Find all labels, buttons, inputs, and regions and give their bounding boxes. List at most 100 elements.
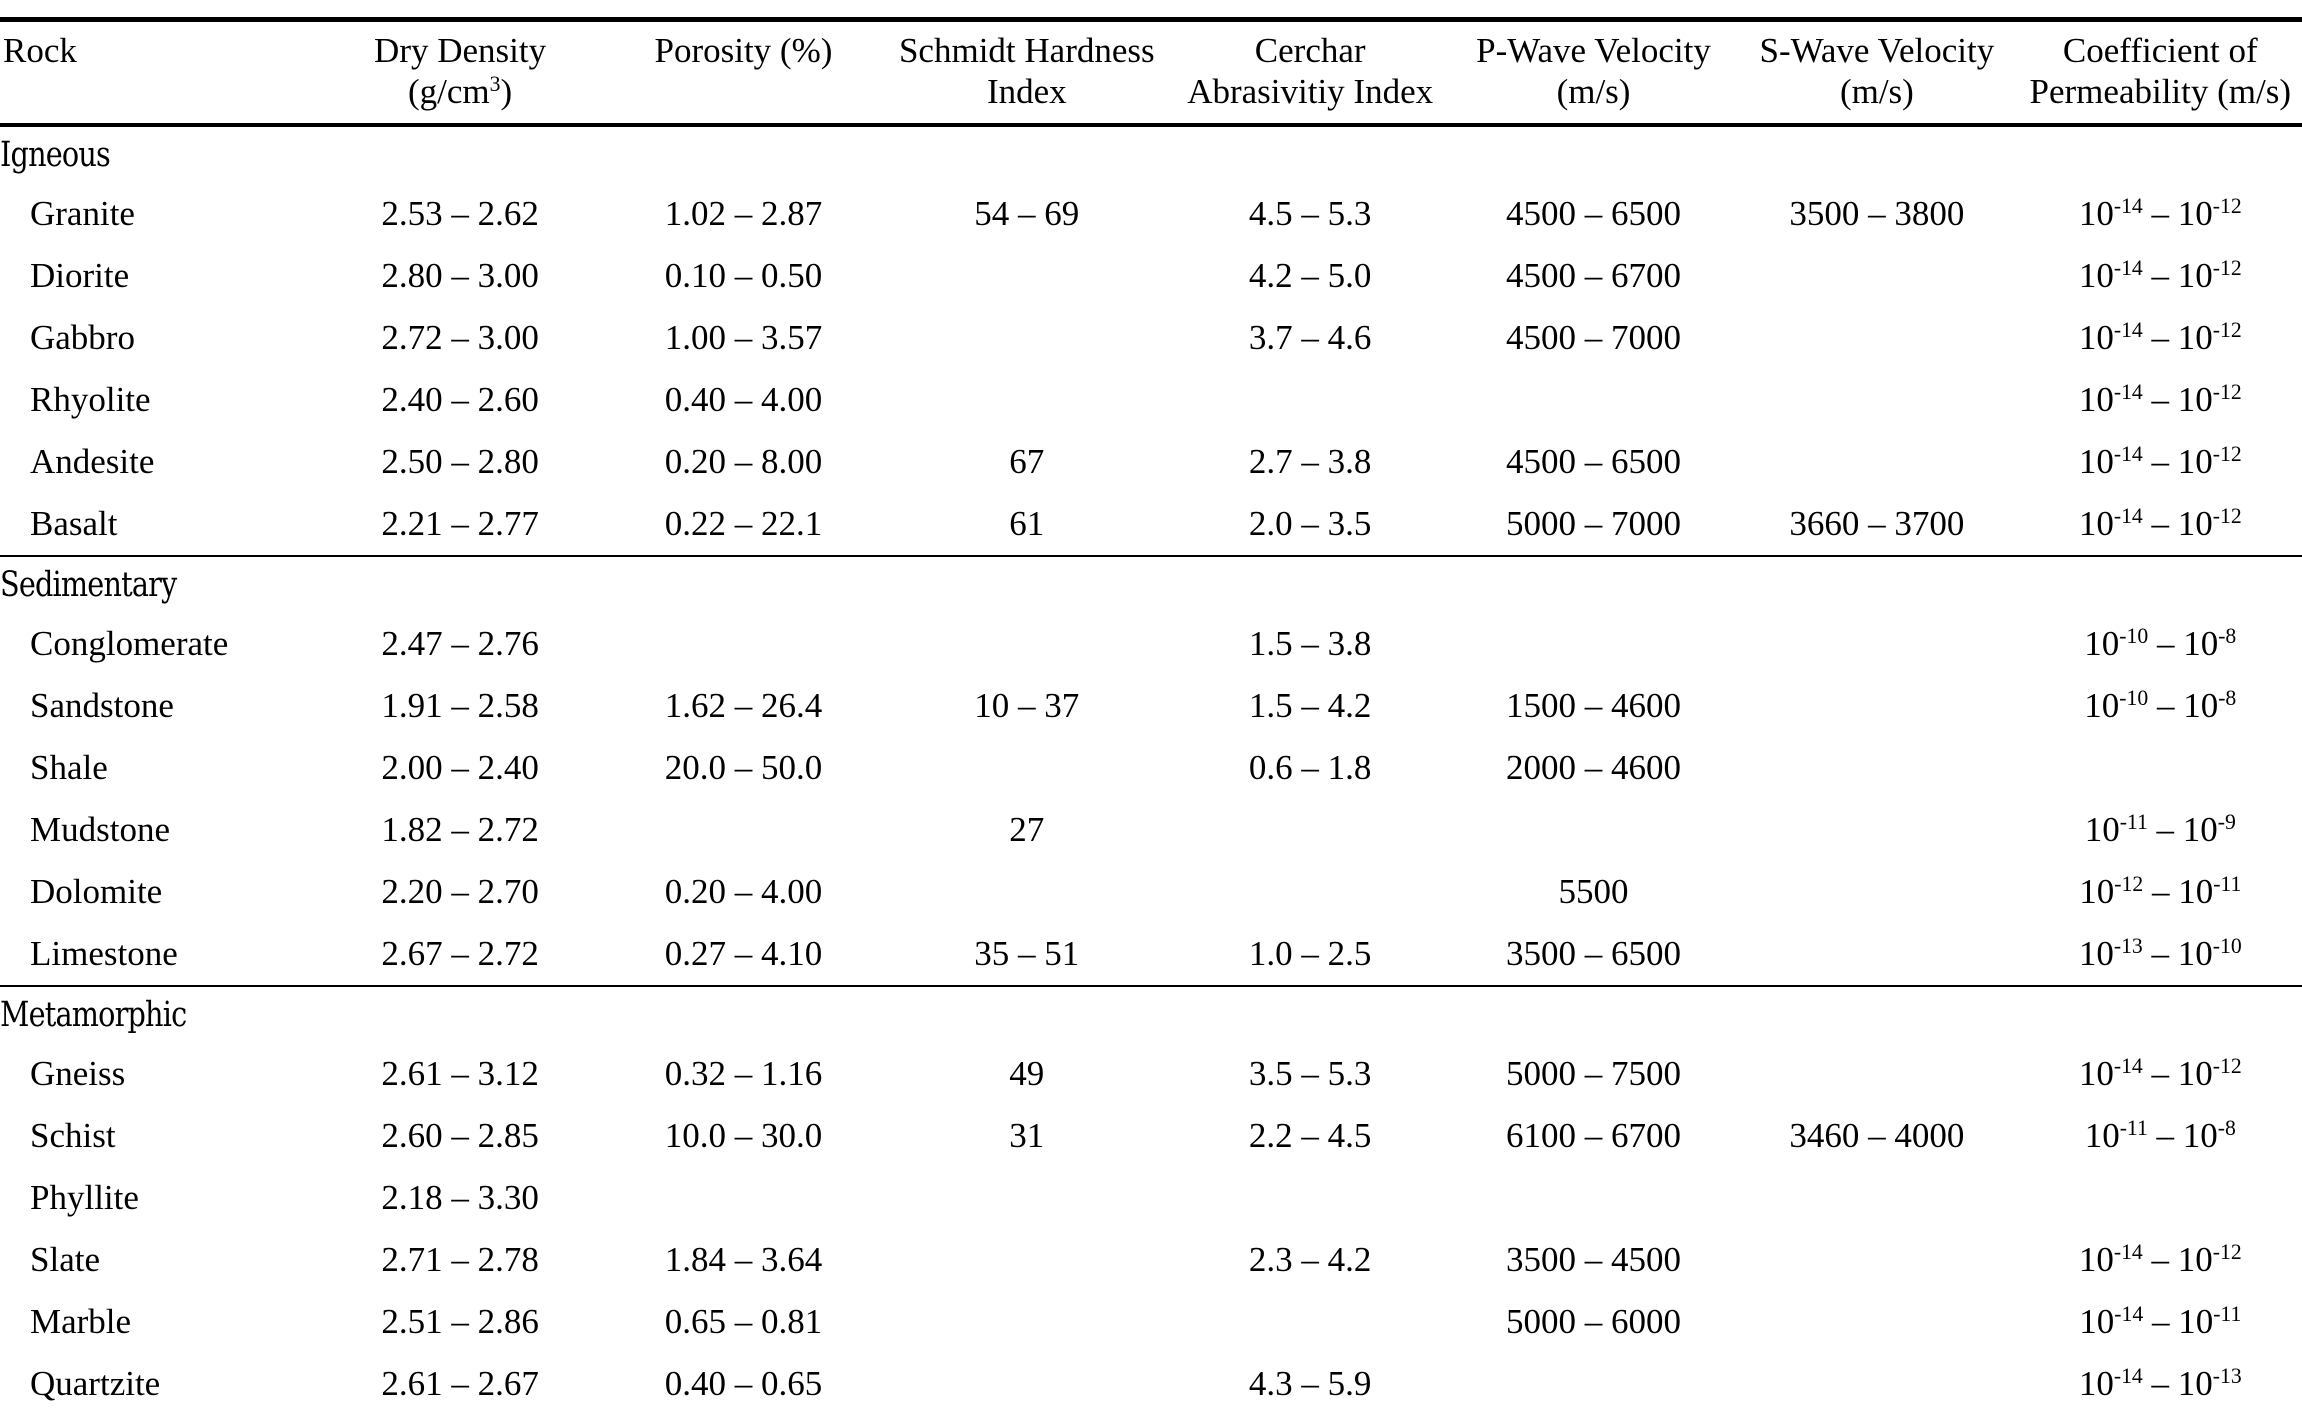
cell-s-wave xyxy=(1735,613,2018,675)
cell-cerchar: 3.5 – 5.3 xyxy=(1248,1053,1372,1093)
cell-dry-density: 2.50 – 2.80 xyxy=(381,441,539,481)
header-line: Permeability (m/s) xyxy=(2029,72,2292,112)
cell-s-wave: 3660 – 3700 xyxy=(1789,503,1965,543)
cell-porosity xyxy=(602,799,885,861)
table-row: Mudstone 1.82 – 2.72 27 10-11 – 10-9 xyxy=(0,799,2302,861)
table-row: Dolomite 2.20 – 2.70 0.20 – 4.00 5500 10-12 … xyxy=(0,861,2302,923)
cell-dry-density: 1.82 – 2.72 xyxy=(381,809,539,849)
cell-p-wave xyxy=(1452,613,1735,675)
cell-rock: Conglomerate xyxy=(30,623,229,663)
cell-p-wave: 3500 – 4500 xyxy=(1506,1239,1682,1279)
cell-schmidt xyxy=(885,1291,1168,1353)
cell-p-wave xyxy=(1452,369,1735,431)
cell-rock: Gneiss xyxy=(30,1053,126,1093)
cell-s-wave xyxy=(1735,1229,2018,1291)
cell-rock: Dolomite xyxy=(30,871,163,911)
cell-cerchar: 2.2 – 4.5 xyxy=(1248,1115,1372,1155)
table-row: Rhyolite 2.40 – 2.60 0.40 – 4.00 10-14 – 10… xyxy=(0,369,2302,431)
cell-rock: Marble xyxy=(30,1301,132,1341)
cell-p-wave: 4500 – 6500 xyxy=(1506,193,1682,233)
cell-permeability: 10-14 – 10-12 xyxy=(2078,193,2242,233)
cell-permeability: 10-12 – 10-11 xyxy=(2079,871,2242,911)
cell-s-wave xyxy=(1735,1043,2018,1105)
cell-dry-density: 2.47 – 2.76 xyxy=(381,623,539,663)
table-row: Limestone 2.67 – 2.72 0.27 – 4.10 35 – 51 1.… xyxy=(0,923,2302,986)
column-header-permeability: Coefficient of Permeability (m/s) xyxy=(2018,19,2302,127)
cell-porosity: 0.10 – 0.50 xyxy=(664,255,823,295)
cell-s-wave xyxy=(1735,307,2018,369)
cell-dry-density: 2.60 – 2.85 xyxy=(381,1115,539,1155)
cell-schmidt xyxy=(885,369,1168,431)
cell-dry-density: 2.20 – 2.70 xyxy=(381,871,539,911)
cell-schmidt: 67 xyxy=(1009,441,1045,481)
cell-rock: Rhyolite xyxy=(30,379,151,419)
cell-p-wave: 3500 – 6500 xyxy=(1506,933,1682,973)
column-header-porosity: Porosity (%) xyxy=(601,19,886,127)
cell-porosity xyxy=(602,613,885,675)
cell-dry-density: 2.80 – 3.00 xyxy=(381,255,539,295)
column-header-dry-density: Dry Density (g/cm3) xyxy=(318,19,602,127)
table-row: Basalt 2.21 – 2.77 0.22 – 22.1 61 2.0 – 3.5 5… xyxy=(0,493,2302,556)
table-row: Schist 2.60 – 2.85 10.0 – 30.0 31 2.2 – 4.5 6… xyxy=(0,1105,2302,1167)
cell-cerchar xyxy=(1168,861,1451,923)
cell-s-wave xyxy=(1735,1353,2018,1415)
cell-cerchar: 4.2 – 5.0 xyxy=(1248,255,1372,295)
cell-rock: Andesite xyxy=(30,441,155,481)
cell-schmidt: 54 – 69 xyxy=(974,193,1080,233)
cell-p-wave xyxy=(1452,1167,1735,1229)
cell-dry-density: 2.21 – 2.77 xyxy=(381,503,539,543)
cell-rock: Mudstone xyxy=(30,809,170,849)
cell-permeability xyxy=(2019,737,2302,799)
cell-porosity: 1.02 – 2.87 xyxy=(664,193,823,233)
column-header-s-wave-velocity: S-Wave Velocity (m/s) xyxy=(1735,19,2019,127)
cell-schmidt: 61 xyxy=(1009,503,1045,543)
cell-p-wave: 4500 – 6700 xyxy=(1506,255,1682,295)
table-row: Diorite 2.80 – 3.00 0.10 – 0.50 4.2 – 5.0 45… xyxy=(0,245,2302,307)
cell-rock: Basalt xyxy=(30,503,118,543)
cell-cerchar: 1.0 – 2.5 xyxy=(1248,933,1372,973)
cell-dry-density: 2.72 – 3.00 xyxy=(381,317,539,357)
cell-dry-density: 2.00 – 2.40 xyxy=(381,747,539,787)
cell-schmidt xyxy=(885,307,1168,369)
header-line: Abrasivitiy Index xyxy=(1187,72,1434,112)
cell-cerchar: 4.3 – 5.9 xyxy=(1248,1363,1372,1403)
cell-porosity: 1.84 – 3.64 xyxy=(664,1239,823,1279)
cell-cerchar xyxy=(1168,799,1451,861)
cell-porosity: 1.00 – 3.57 xyxy=(664,317,823,357)
group-label-text: Igneous xyxy=(0,134,111,175)
table-row: Slate 2.71 – 2.78 1.84 – 3.64 2.3 – 4.2 3500… xyxy=(0,1229,2302,1291)
cell-s-wave xyxy=(1735,675,2018,737)
group-row: Igneous xyxy=(0,125,2302,183)
table-row: Gneiss 2.61 – 3.12 0.32 – 1.16 49 3.5 – 5.3 5… xyxy=(0,1043,2302,1105)
cell-cerchar: 0.6 – 1.8 xyxy=(1248,747,1372,787)
cell-cerchar: 1.5 – 4.2 xyxy=(1248,685,1372,725)
cell-permeability: 10-10 – 10-8 xyxy=(2084,623,2237,663)
cell-rock: Quartzite xyxy=(30,1363,161,1403)
group-label-text: Metamorphic xyxy=(0,994,187,1035)
header-line: Coefficient of xyxy=(2062,31,2258,70)
cell-cerchar: 2.0 – 3.5 xyxy=(1248,503,1372,543)
cell-porosity: 0.27 – 4.10 xyxy=(664,933,823,973)
cell-dry-density: 2.18 – 3.30 xyxy=(381,1177,539,1217)
cell-porosity: 1.62 – 26.4 xyxy=(664,685,823,725)
cell-dry-density: 2.61 – 3.12 xyxy=(381,1053,539,1093)
cell-schmidt xyxy=(885,1167,1168,1229)
header-line: Dry Density xyxy=(374,31,547,70)
table-row: Conglomerate 2.47 – 2.76 1.5 – 3.8 10-10 – … xyxy=(0,613,2302,675)
cell-p-wave: 5000 – 6000 xyxy=(1506,1301,1682,1341)
cell-schmidt: 35 – 51 xyxy=(974,933,1080,973)
cell-rock: Schist xyxy=(30,1115,116,1155)
cell-rock: Slate xyxy=(30,1239,100,1279)
cell-permeability: 10-14 – 10-12 xyxy=(2078,317,2242,357)
header-line: P-Wave Velocity xyxy=(1476,31,1711,70)
cell-porosity: 0.32 – 1.16 xyxy=(664,1053,823,1093)
cell-rock: Limestone xyxy=(30,933,178,973)
cell-s-wave xyxy=(1735,799,2018,861)
group-row: Sedimentary xyxy=(0,554,2302,613)
cell-rock: Diorite xyxy=(30,255,130,295)
cell-p-wave: 5000 – 7000 xyxy=(1506,503,1682,543)
cell-permeability xyxy=(2019,1167,2302,1229)
cell-dry-density: 2.71 – 2.78 xyxy=(381,1239,539,1279)
cell-schmidt: 10 – 37 xyxy=(974,685,1080,725)
header-line: Schmidt Hardness xyxy=(898,31,1155,70)
